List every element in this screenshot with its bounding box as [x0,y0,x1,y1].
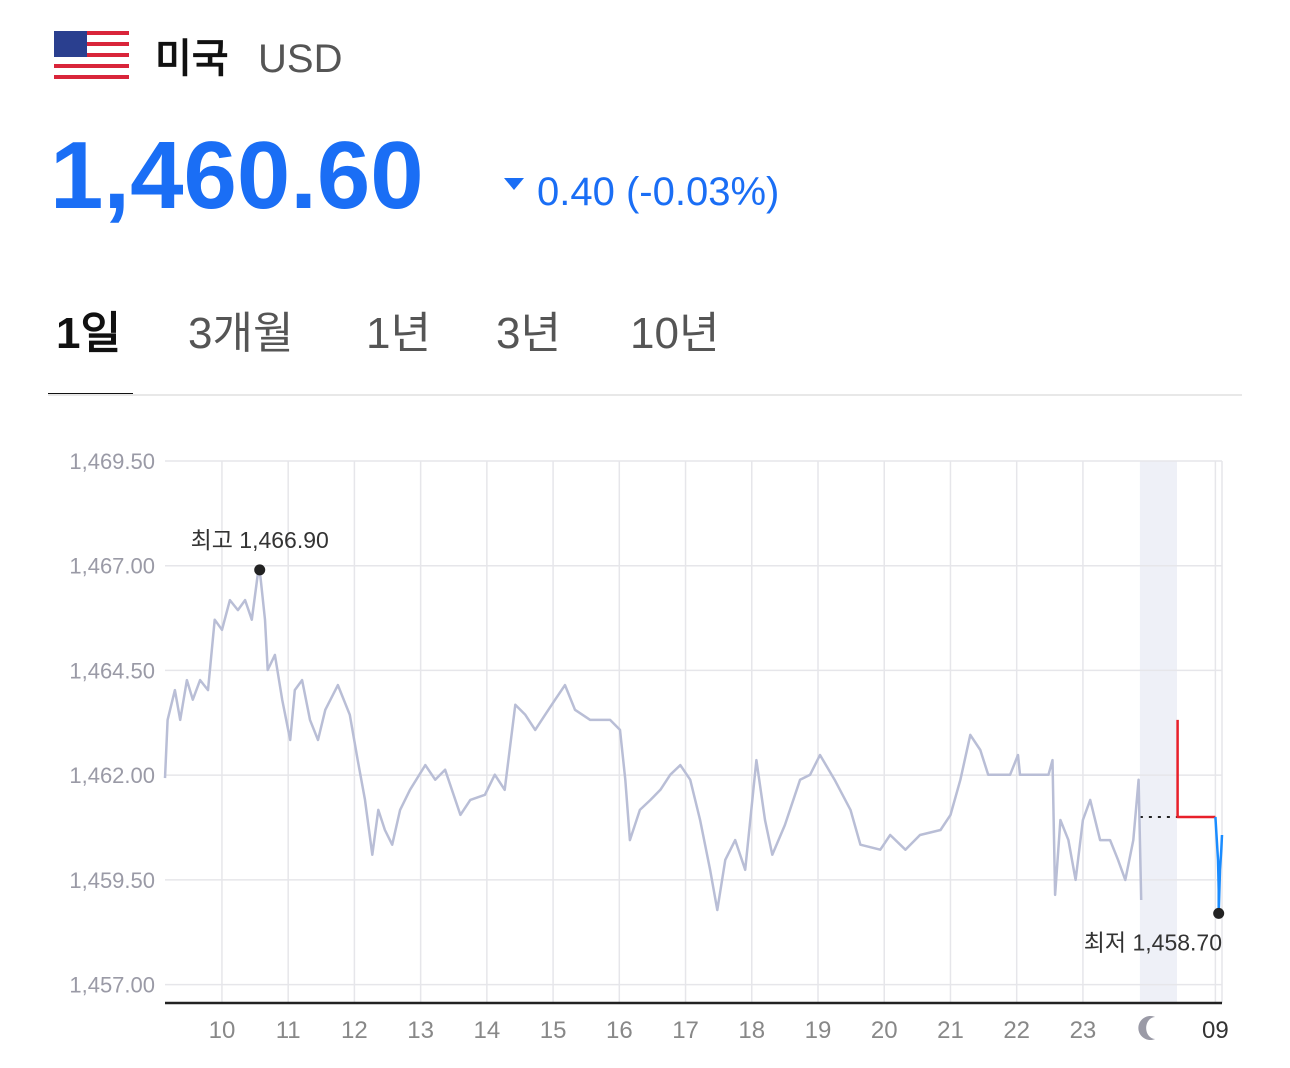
x-tick-label: 17 [672,1017,699,1044]
extreme-label: 최고 1,466.90 [191,527,329,553]
x-tick-label: 23 [1070,1017,1097,1044]
y-tick-label: 1,469.50 [69,449,155,474]
line [1176,719,1216,819]
change: 0.40 (-0.03%) [537,170,779,214]
extreme-label-value: 1,466.90 [239,527,329,553]
x-tick-label: 12 [341,1017,368,1044]
x-tick-label: 21 [937,1017,964,1044]
x-tick-label: 11 [276,1017,301,1044]
extreme-label-text: 최고 [191,527,233,553]
x-tick-label: 10 [209,1017,236,1044]
y-tick-label: 1,459.50 [69,868,155,893]
line [163,568,1143,912]
tabs: 1일 3개월 1년 3년 10년 [48,309,719,396]
x-tick-label: 22 [1003,1017,1030,1044]
down-arrow [504,178,524,190]
night-icon [1138,1016,1156,1040]
y-tick-label: 1,467.00 [69,554,155,579]
y-tick-label: 1,464.50 [69,658,155,683]
chart: 1,457.00 1,459.50 1,462.00 1,464.50 1,467.00… [69,449,1228,1044]
extreme-label: 최저 1,458.70 [1084,929,1222,955]
extreme-label-value: 1,458.70 [1132,929,1222,955]
x-tick-label: 14 [474,1017,501,1044]
tab[interactable]: 1일 [56,309,121,358]
y-tick-label: 1,462.00 [69,763,155,788]
price: 1,460.60 [50,122,424,229]
night-band [1139,461,1177,1003]
tab[interactable]: 3개월 [188,309,293,358]
tab[interactable]: 3년 [496,309,561,358]
extreme-dot [1213,907,1225,919]
x-tick-label: 09 [1202,1017,1229,1044]
change-value: 0.40 [537,170,615,214]
tab[interactable]: 1년 [366,309,431,358]
extreme-dot [254,564,266,576]
x-tick-label: 16 [606,1017,633,1044]
currency: USD [258,37,342,81]
country: 미국 [155,37,229,81]
tab[interactable]: 10년 [630,309,719,358]
x-tick-label: 18 [738,1017,765,1044]
x-tick-label: 19 [805,1017,832,1044]
line [1214,816,1224,915]
x-tick-label: 13 [407,1017,434,1044]
x-tick-label: 20 [871,1017,898,1044]
y-tick-label: 1,457.00 [69,973,155,998]
x-tick-label: 15 [540,1017,567,1044]
flag [54,31,129,79]
extreme-label-text: 최저 [1084,929,1126,955]
change-percent: (-0.03%) [626,170,779,214]
